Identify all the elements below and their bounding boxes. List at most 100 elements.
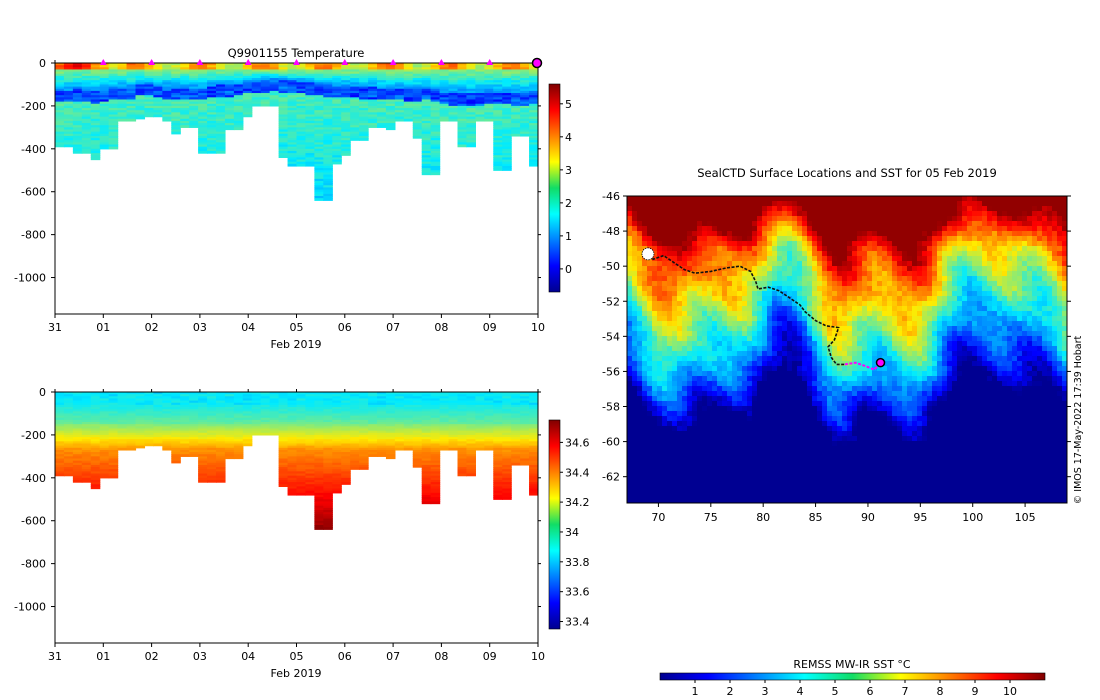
temperature-cell: [108, 97, 119, 101]
temperature-cell: [296, 82, 307, 86]
sst-cell: [792, 206, 798, 212]
temperature-cell: [385, 103, 396, 107]
salinity-cell: [305, 432, 315, 436]
salinity-cell: [278, 411, 289, 415]
salinity-cell: [385, 449, 396, 453]
salinity-cell: [529, 447, 538, 451]
salinity-cell: [198, 402, 208, 406]
salinity-cell: [126, 407, 137, 410]
sst-cell: [1022, 241, 1028, 247]
temperature-cell: [260, 78, 271, 81]
sst-cell: [1027, 206, 1033, 212]
temperature-cell: [287, 138, 298, 141]
temperature-cell: [350, 133, 360, 137]
salinity-cell: [216, 398, 226, 402]
salinity-cell: [368, 426, 378, 430]
temperature-cell: [529, 150, 538, 154]
salinity-cell: [224, 437, 235, 440]
salinity-cell: [529, 415, 538, 419]
temperature-cell: [341, 129, 351, 133]
temperature-cell: [314, 193, 324, 197]
salinity-cell: [108, 452, 119, 455]
salinity-cell: [207, 454, 217, 457]
temperature-cell: [126, 114, 137, 118]
salinity-cell: [135, 432, 146, 436]
temperature-cell: [135, 73, 146, 77]
sst-cell: [752, 201, 758, 207]
temperature-cell: [117, 84, 128, 88]
salinity-cell: [323, 419, 333, 423]
sst-cell: [1037, 241, 1043, 247]
temperature-cell: [421, 69, 432, 73]
salinity-cell: [323, 475, 333, 479]
sst-cell: [802, 211, 808, 217]
salinity-cell: [126, 441, 137, 445]
temperature-cell: [108, 82, 119, 86]
sst-cell: [747, 231, 753, 237]
temperature-colorbar: [548, 83, 561, 293]
temperature-cell: [135, 86, 146, 90]
sst-cell: [732, 226, 738, 232]
salinity-cell: [278, 430, 289, 434]
temperature-cell: [314, 131, 324, 135]
temperature-cell: [314, 174, 324, 178]
temperature-cell: [180, 78, 190, 81]
sst-cell: [677, 236, 683, 242]
salinity-cell: [108, 473, 119, 477]
sst-cell: [852, 231, 858, 237]
salinity-cell: [63, 460, 74, 464]
temperature-cell: [180, 108, 190, 111]
temperature-cell: [323, 84, 333, 88]
salinity-cell: [90, 475, 101, 479]
temperature-cell: [332, 67, 342, 71]
temperature-cell: [108, 103, 119, 107]
salinity-cell: [430, 437, 441, 440]
salinity-cell: [368, 437, 378, 440]
temperature-cell: [520, 93, 530, 96]
sst-cell: [1022, 226, 1028, 232]
temperature-cell: [126, 73, 137, 77]
temperature-cell: [171, 90, 181, 94]
salinity-cell: [180, 402, 190, 406]
salinity-cell: [350, 441, 360, 445]
salinity-cell: [90, 424, 101, 427]
sst-cell: [717, 221, 723, 227]
y-tick-label: -200: [21, 429, 46, 442]
salinity-cell: [475, 411, 485, 415]
salinity-cell: [484, 437, 494, 440]
salinity-cell: [412, 460, 423, 464]
salinity-cell: [55, 452, 65, 455]
temperature-cell: [475, 84, 485, 88]
temperature-cell: [117, 71, 128, 75]
temperature-cell: [502, 127, 512, 131]
temperature-cell: [314, 185, 324, 189]
salinity-cell: [520, 415, 530, 419]
salinity-cell: [421, 454, 432, 457]
sst-cell: [852, 206, 858, 212]
salinity-cell: [55, 417, 65, 421]
salinity-cell: [216, 411, 226, 415]
sst-cell: [972, 241, 978, 247]
sst-cell: [962, 216, 968, 222]
salinity-cell: [242, 437, 253, 440]
temperature-cell: [484, 105, 494, 109]
salinity-cell: [332, 434, 342, 438]
temperature-cell: [198, 71, 208, 75]
temperature-cell: [323, 101, 333, 105]
sst-cell: [657, 226, 663, 232]
salinity-cell: [269, 402, 280, 406]
temperature-cell: [224, 110, 235, 113]
salinity-cell: [135, 415, 146, 419]
salinity-cell: [198, 467, 208, 470]
temperature-cell: [421, 165, 432, 169]
sst-cell: [897, 241, 903, 247]
salinity-cell: [520, 439, 530, 442]
temperature-cell: [216, 116, 226, 120]
sst-cell: [962, 236, 968, 242]
salinity-cell: [350, 422, 360, 425]
salinity-cell: [529, 464, 538, 468]
temperature-cell: [99, 140, 110, 143]
salinity-cell: [108, 462, 119, 466]
salinity-cell: [242, 396, 253, 400]
temperature-cell: [323, 127, 333, 131]
